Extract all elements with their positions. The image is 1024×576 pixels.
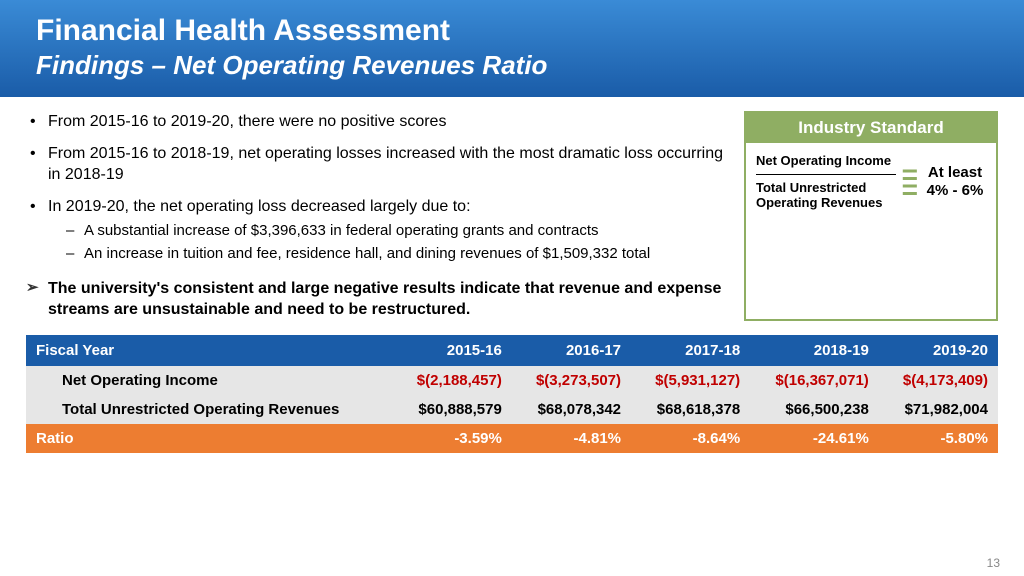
cell: -4.81% [512, 424, 631, 453]
standard-fraction: Net Operating Income Total Unrestricted … [756, 153, 896, 211]
cell: $(2,188,457) [393, 366, 512, 395]
sub-bullet-item: An increase in tuition and fee, residenc… [48, 244, 724, 264]
cell: $(16,367,071) [750, 366, 879, 395]
cell: $(5,931,127) [631, 366, 750, 395]
content-row: From 2015-16 to 2019-20, there were no p… [0, 97, 1024, 321]
bullet-item: From 2015-16 to 2019-20, there were no p… [26, 111, 724, 133]
standard-target: At least 4% - 6% [922, 164, 988, 200]
row-label: Net Operating Income [26, 366, 393, 395]
sub-bullet-item: A substantial increase of $3,396,633 in … [48, 221, 724, 241]
slide-subtitle: Findings – Net Operating Revenues Ratio [36, 50, 988, 81]
data-table-wrap: Fiscal Year 2015-16 2016-17 2017-18 2018… [0, 335, 1024, 453]
col-header: 2015-16 [393, 335, 512, 366]
cell: $60,888,579 [393, 395, 512, 424]
table-row: Net Operating Income $(2,188,457) $(3,27… [26, 366, 998, 395]
slide-title: Financial Health Assessment [36, 14, 988, 48]
bullet-item: From 2015-16 to 2018-19, net operating l… [26, 143, 724, 186]
col-header: Fiscal Year [26, 335, 393, 366]
col-header: 2019-20 [879, 335, 998, 366]
cell: -3.59% [393, 424, 512, 453]
page-number: 13 [987, 556, 1000, 570]
fraction-denominator: Total Unrestricted Operating Revenues [756, 180, 896, 211]
data-table: Fiscal Year 2015-16 2016-17 2017-18 2018… [26, 335, 998, 453]
cell: $68,078,342 [512, 395, 631, 424]
fraction-numerator: Net Operating Income [756, 153, 896, 169]
col-header: 2016-17 [512, 335, 631, 366]
industry-standard-box: Industry Standard Net Operating Income T… [744, 111, 998, 321]
cell: $(4,173,409) [879, 366, 998, 395]
table-header-row: Fiscal Year 2015-16 2016-17 2017-18 2018… [26, 335, 998, 366]
bullet-list: From 2015-16 to 2019-20, there were no p… [26, 111, 724, 321]
cell: -24.61% [750, 424, 879, 453]
slide-header: Financial Health Assessment Findings – N… [0, 0, 1024, 97]
cell: -5.80% [879, 424, 998, 453]
row-label: Ratio [26, 424, 393, 453]
cell: $66,500,238 [750, 395, 879, 424]
cell: $68,618,378 [631, 395, 750, 424]
cell: -8.64% [631, 424, 750, 453]
row-label: Total Unrestricted Operating Revenues [26, 395, 393, 424]
col-header: 2018-19 [750, 335, 879, 366]
fraction-divider [756, 174, 896, 175]
cell: $71,982,004 [879, 395, 998, 424]
table-row: Total Unrestricted Operating Revenues $6… [26, 395, 998, 424]
cell: $(3,273,507) [512, 366, 631, 395]
standard-header: Industry Standard [746, 113, 996, 143]
col-header: 2017-18 [631, 335, 750, 366]
equals-icon: == [900, 167, 918, 198]
standard-body: Net Operating Income Total Unrestricted … [746, 143, 996, 225]
ratio-row: Ratio -3.59% -4.81% -8.64% -24.61% -5.80… [26, 424, 998, 453]
bullet-item: In 2019-20, the net operating loss decre… [26, 196, 724, 264]
bullet-text: In 2019-20, the net operating loss decre… [48, 198, 471, 215]
conclusion-item: The university's consistent and large ne… [26, 278, 724, 321]
